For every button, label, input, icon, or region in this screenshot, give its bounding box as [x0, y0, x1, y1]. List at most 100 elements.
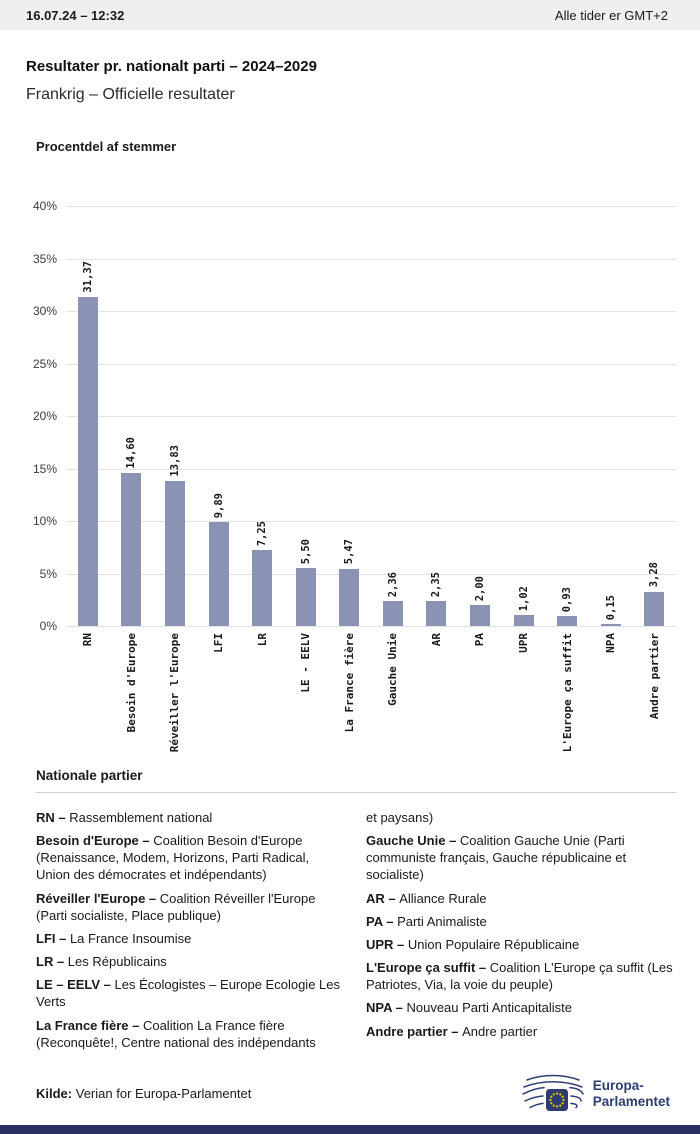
- bar-column: 31,37: [66, 206, 110, 626]
- bar: [382, 601, 403, 626]
- bar-column: 13,83: [153, 206, 197, 626]
- bar: [77, 296, 98, 626]
- y-tick-label: 40%: [32, 199, 57, 213]
- bar-column: 9,89: [197, 206, 241, 626]
- gridline: [66, 416, 676, 417]
- bar-column: 5,50: [284, 206, 328, 626]
- y-tick-label: 30%: [32, 304, 57, 318]
- bar: [252, 549, 273, 626]
- bar: [644, 591, 665, 626]
- legend-heading: Nationale partier: [36, 768, 143, 783]
- plot-row: 40% 35% 30% 25% 20% 15% 10% 5% 0% 31,37 14,60 13,8…: [26, 199, 676, 633]
- plot-area: 31,37 14,60 13,83 9,89 7,25 5,50 5,47 2,36 2,35 2…: [66, 206, 676, 627]
- y-tick-label: 5%: [39, 566, 57, 581]
- gridline: [66, 311, 676, 312]
- bar-value-label: 14,60: [125, 437, 138, 469]
- bar-value-label: 2,36: [386, 571, 399, 598]
- legend-divider: [36, 792, 676, 793]
- bar-value-label: 2,35: [430, 572, 443, 598]
- bar-column: 0,15: [589, 206, 633, 626]
- x-tick-label: La France fière: [342, 633, 356, 733]
- legend-columns: RN – Rassemblement national Besoin d'Euro…: [36, 809, 676, 1057]
- x-label-column: Gauche Unie: [371, 633, 415, 754]
- bar: [600, 624, 621, 626]
- y-tick-label: 20%: [32, 409, 57, 423]
- x-label-column: Besoin d'Europe: [110, 633, 154, 754]
- x-label-column: AR: [415, 633, 459, 754]
- gridline: [66, 363, 676, 365]
- source-text: Verian for Europa-Parlamentet: [75, 1086, 252, 1102]
- chart-title: Procentdel af stemmer: [36, 139, 177, 154]
- y-tick-label: 35%: [32, 251, 57, 266]
- x-label-column: NPA: [589, 633, 633, 754]
- legend-term: LE – EELV –: [36, 977, 115, 993]
- bar-value-label: 7,25: [256, 520, 269, 546]
- timezone-note: Alle tider er GMT+2: [554, 7, 668, 23]
- legend-item: RN – Rassemblement national: [36, 810, 213, 825]
- bar: [208, 522, 229, 626]
- x-tick-label: RN: [81, 633, 95, 647]
- bar: [426, 601, 447, 626]
- x-tick-label: Besoin d'Europe: [124, 633, 138, 733]
- x-label-column: PA: [458, 633, 502, 754]
- gridline: [66, 206, 676, 207]
- bar-value-label: 5,50: [299, 538, 312, 565]
- x-tick-label: LFI: [212, 633, 226, 653]
- bar-column: 7,25: [240, 206, 284, 626]
- legend-item: L'Europe ça suffit – Coalition L'Europe …: [366, 960, 673, 993]
- y-tick-label: 0%: [39, 619, 57, 633]
- legend-term: Réveiller l'Europe –: [36, 890, 160, 906]
- legend-item: UPR – Union Populaire Républicaine: [366, 936, 580, 952]
- legend-item: AR – Alliance Rurale: [366, 890, 487, 906]
- bar-value-label: 9,89: [212, 492, 225, 519]
- x-label-column: La France fière: [327, 633, 371, 754]
- topbar: 16.07.24 – 12:32 Alle tider er GMT+2: [0, 0, 700, 30]
- logo-text-line1: Europa-: [592, 1078, 644, 1094]
- y-tick-label: 10%: [32, 514, 57, 528]
- legend-term: Gauche Unie –: [366, 833, 460, 849]
- legend-item: Andre partier – Andre partier: [366, 1023, 538, 1039]
- source-label: Kilde:: [36, 1086, 73, 1102]
- y-tick-label: 25%: [32, 356, 57, 371]
- bar-column: 2,35: [415, 206, 459, 626]
- x-label-column: Andre partier: [633, 633, 677, 754]
- bar-column: 2,36: [371, 206, 415, 626]
- bar-value-label: 31,37: [81, 261, 94, 293]
- x-tick-label: Réveiller l'Europe: [168, 633, 182, 753]
- legend-item: et paysans): [366, 810, 434, 825]
- x-label-column: UPR: [502, 633, 546, 754]
- bar-column: 3,28: [633, 206, 677, 626]
- legend-column: RN – Rassemblement national Besoin d'Euro…: [36, 809, 346, 1057]
- eu-parliament-logo-icon: [521, 1074, 584, 1111]
- bar: [164, 480, 185, 626]
- legend-item: La France fière – Coalition La France fi…: [36, 1017, 316, 1050]
- bar-value-label: 0,93: [561, 586, 574, 613]
- legend-term: LR –: [36, 954, 68, 970]
- bar-value-label: 13,83: [168, 445, 181, 477]
- y-axis-labels: 40% 35% 30% 25% 20% 15% 10% 5% 0%: [26, 199, 66, 633]
- x-tick-label: L'Europe ça suffit: [560, 633, 574, 753]
- source-line: Kilde: Verian for Europa-Parlamentet: [36, 1086, 251, 1101]
- page-subtitle: Frankrig – Officielle resultater: [26, 86, 235, 103]
- bar-value-label: 5,47: [343, 539, 356, 565]
- legend-term: Andre partier –: [366, 1023, 463, 1039]
- x-label-column: L'Europe ça suffit: [545, 633, 589, 754]
- legend-item: Besoin d'Europe – Coalition Besoin d'Eur…: [36, 833, 310, 883]
- bar-chart: 40% 35% 30% 25% 20% 15% 10% 5% 0% 31,37 14,60 13,8…: [26, 199, 676, 754]
- bar-value-label: 0,15: [604, 595, 617, 621]
- legend-item: Gauche Unie – Coalition Gauche Unie (Par…: [366, 833, 627, 883]
- bar-column: 14,60: [110, 206, 154, 626]
- gridline: [66, 521, 676, 522]
- x-tick-label: UPR: [517, 633, 531, 653]
- x-label-column: LFI: [197, 633, 241, 754]
- legend-term: L'Europe ça suffit –: [366, 960, 490, 976]
- bar: [295, 568, 316, 626]
- x-axis-labels: RN Besoin d'Europe Réveiller l'Europe LFI LR…: [66, 626, 676, 754]
- gridline: [66, 468, 676, 470]
- x-tick-label: NPA: [604, 633, 618, 653]
- x-tick-label: AR: [429, 633, 443, 647]
- legend-term: AR –: [366, 890, 400, 906]
- bars: 31,37 14,60 13,83 9,89 7,25 5,50 5,47 2,36 2,35 2…: [66, 206, 676, 626]
- logo-text: Europa- Parlamentet: [593, 1078, 670, 1109]
